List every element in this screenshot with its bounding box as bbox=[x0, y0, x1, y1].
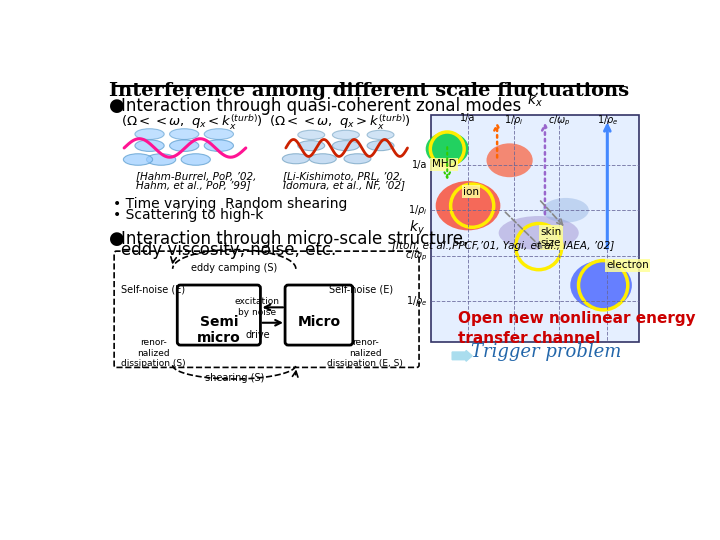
Text: Interaction through micro-scale structure,: Interaction through micro-scale structur… bbox=[121, 231, 469, 248]
Text: Self-noise (E): Self-noise (E) bbox=[329, 284, 393, 294]
Ellipse shape bbox=[333, 130, 359, 139]
Text: $k_x$: $k_x$ bbox=[526, 91, 542, 109]
Ellipse shape bbox=[333, 140, 359, 151]
Ellipse shape bbox=[204, 129, 233, 139]
Text: Interference among different scale fluctuations: Interference among different scale fluct… bbox=[109, 82, 629, 100]
Text: Semi
micro: Semi micro bbox=[197, 315, 240, 345]
Ellipse shape bbox=[543, 198, 589, 222]
Ellipse shape bbox=[170, 129, 199, 139]
Text: Micro: Micro bbox=[297, 315, 341, 329]
Ellipse shape bbox=[146, 154, 176, 165]
Text: Hahm, et al., PoP, ’99]: Hahm, et al., PoP, ’99] bbox=[137, 180, 251, 190]
Text: $k_y$: $k_y$ bbox=[408, 219, 425, 238]
FancyArrow shape bbox=[452, 350, 472, 361]
Text: 1/a: 1/a bbox=[412, 160, 428, 170]
Ellipse shape bbox=[135, 129, 164, 139]
Ellipse shape bbox=[135, 140, 164, 151]
Text: ion: ion bbox=[463, 187, 479, 197]
Text: $1/\rho_e$: $1/\rho_e$ bbox=[406, 294, 428, 308]
Text: Self-noise (E): Self-noise (E) bbox=[122, 284, 186, 294]
Ellipse shape bbox=[310, 154, 336, 164]
Text: Interaction through quasi-coherent zonal modes: Interaction through quasi-coherent zonal… bbox=[121, 97, 521, 115]
Ellipse shape bbox=[123, 154, 153, 165]
Text: renor-
nalized
dissipation (E, S): renor- nalized dissipation (E, S) bbox=[327, 338, 403, 368]
Text: $(\Omega << \omega,\ q_x > k_x^{(turb)})$: $(\Omega << \omega,\ q_x > k_x^{(turb)})… bbox=[269, 112, 411, 132]
Ellipse shape bbox=[282, 154, 310, 164]
Ellipse shape bbox=[436, 181, 500, 231]
Text: excitation
by noise: excitation by noise bbox=[235, 298, 280, 317]
FancyBboxPatch shape bbox=[285, 285, 353, 345]
Ellipse shape bbox=[499, 216, 579, 250]
Text: renor-
nalized
dissipation (S): renor- nalized dissipation (S) bbox=[121, 338, 186, 368]
Text: Open new nonlinear energy
transfer channel: Open new nonlinear energy transfer chann… bbox=[457, 311, 696, 346]
Ellipse shape bbox=[367, 130, 394, 139]
Text: ●: ● bbox=[109, 97, 125, 115]
Text: $1/\rho_i$: $1/\rho_i$ bbox=[504, 113, 523, 127]
Text: [Hahm-Burrel, PoP, ’02,: [Hahm-Burrel, PoP, ’02, bbox=[137, 171, 257, 181]
Text: electron: electron bbox=[606, 260, 649, 270]
Text: [Itoh, et al.,PPCF,’01, Yagi, et al., IAEA, ’02]: [Itoh, et al.,PPCF,’01, Yagi, et al., IA… bbox=[392, 241, 614, 251]
Text: eddy viscosity, noise, etc.: eddy viscosity, noise, etc. bbox=[121, 241, 336, 259]
Bar bbox=[431, 115, 639, 342]
Bar bbox=[431, 115, 639, 342]
Ellipse shape bbox=[426, 132, 469, 166]
Text: Idomura, et al., NF, ’02]: Idomura, et al., NF, ’02] bbox=[283, 180, 405, 190]
Text: • Time varying  Random shearing: • Time varying Random shearing bbox=[113, 197, 348, 211]
Ellipse shape bbox=[344, 154, 371, 164]
Ellipse shape bbox=[170, 140, 199, 151]
Text: $c/\omega_p$: $c/\omega_p$ bbox=[405, 248, 428, 263]
Text: skin
size: skin size bbox=[540, 227, 562, 248]
Text: $(\Omega << \omega,\ q_x < k_x^{(turb)})$: $(\Omega << \omega,\ q_x < k_x^{(turb)})… bbox=[121, 112, 263, 132]
Text: [Li-Kishimoto, PRL, ’02,: [Li-Kishimoto, PRL, ’02, bbox=[283, 171, 402, 181]
Text: drive: drive bbox=[245, 330, 270, 340]
Ellipse shape bbox=[204, 140, 233, 151]
Ellipse shape bbox=[570, 261, 632, 310]
Text: shearing (S): shearing (S) bbox=[204, 373, 264, 383]
FancyBboxPatch shape bbox=[177, 285, 261, 345]
Text: $1/\rho_i$: $1/\rho_i$ bbox=[408, 203, 428, 217]
Ellipse shape bbox=[487, 143, 533, 177]
Text: $c/\omega_p$: $c/\omega_p$ bbox=[548, 113, 571, 127]
Text: ●: ● bbox=[109, 231, 125, 248]
Text: Trigger problem: Trigger problem bbox=[471, 343, 621, 361]
Ellipse shape bbox=[367, 140, 394, 151]
Ellipse shape bbox=[298, 130, 325, 139]
Text: • Scattering to high-k: • Scattering to high-k bbox=[113, 208, 264, 222]
Ellipse shape bbox=[181, 154, 210, 165]
Ellipse shape bbox=[298, 140, 325, 151]
Text: MHD: MHD bbox=[432, 159, 456, 170]
Text: eddy camping (S): eddy camping (S) bbox=[191, 264, 277, 273]
Text: 1/a: 1/a bbox=[460, 113, 476, 123]
Text: $1/\rho_e$: $1/\rho_e$ bbox=[597, 113, 618, 127]
